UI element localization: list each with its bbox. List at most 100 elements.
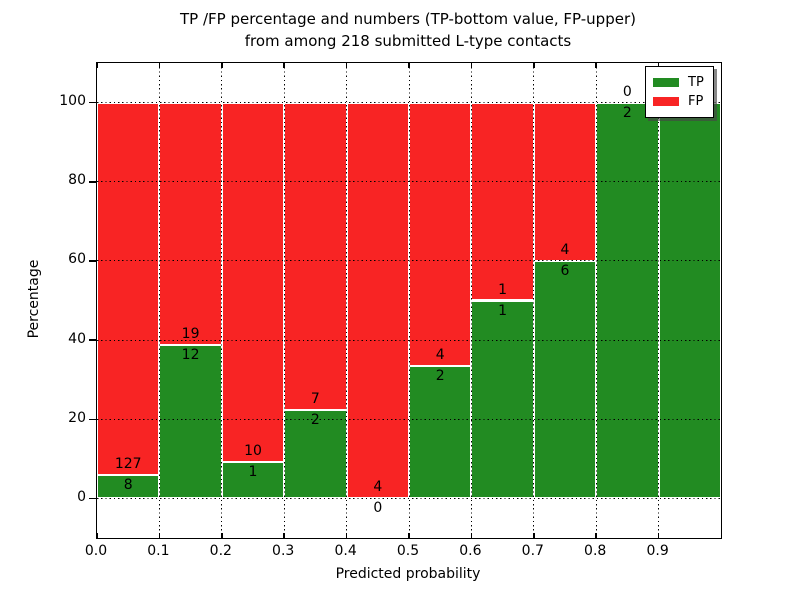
x-tick-mark [283, 63, 285, 68]
x-tick-mark [595, 533, 597, 538]
vertical-gridline [533, 63, 535, 538]
bar-count-label-fp: 4 [435, 347, 445, 364]
x-tick-mark [345, 533, 348, 538]
vertical-gridline [221, 63, 223, 538]
x-tick-mark [221, 533, 223, 538]
x-tick-mark [345, 63, 348, 68]
x-tick-mark [470, 63, 473, 68]
bar-segment-fp [284, 102, 347, 411]
bar-segment-fp [159, 102, 222, 346]
fp-swatch-icon [653, 97, 679, 106]
x-tick-label: 0.8 [584, 543, 607, 559]
x-tick-mark [657, 63, 660, 68]
bar-segment-fp [221, 102, 285, 463]
bar-segment-tp [658, 102, 721, 499]
horizontal-gridline [97, 339, 721, 341]
bar-count-label-tp: 2 [435, 368, 445, 385]
x-tick-label: 0.5 [396, 543, 420, 559]
y-tick-mark [89, 339, 96, 341]
horizontal-gridline [97, 497, 721, 499]
bar-segment-fp [97, 102, 160, 475]
y-tick-mark [89, 418, 96, 420]
bar-segment-tp [284, 410, 347, 499]
chart-title: TP /FP percentage and numbers (TP-bottom… [96, 8, 720, 52]
x-tick-label: 0.6 [459, 543, 482, 559]
x-tick-label: 0.9 [646, 543, 669, 559]
bar-count-label-fp: 7 [310, 391, 320, 408]
y-tick-mark [89, 260, 96, 262]
bar-count-label-tp: 8 [123, 476, 133, 493]
legend-label-fp: FP [688, 94, 704, 109]
bar-segment-tp [596, 102, 659, 499]
bar-count-label-tp: 2 [310, 412, 320, 429]
y-tick-label: 0 [77, 488, 86, 505]
bar-segment-tp [471, 300, 534, 499]
y-tick-label: 80 [68, 172, 86, 189]
bar-count-label-tp: 2 [622, 104, 632, 121]
y-tick-mark [89, 101, 96, 104]
bar-count-label-tp: 1 [498, 302, 508, 319]
plot-area: 1278191210172404211460208 [89, 62, 722, 539]
x-tick-mark [158, 533, 161, 538]
x-tick-mark [408, 63, 410, 68]
legend-item-fp: FP [653, 93, 704, 110]
x-tick-mark [533, 63, 535, 68]
horizontal-gridline [97, 260, 721, 262]
bar-segment-tp [97, 474, 160, 499]
x-tick-mark [221, 63, 223, 68]
horizontal-gridline [97, 418, 721, 420]
vertical-gridline [408, 63, 410, 538]
bar-segment-tp [533, 260, 597, 499]
bar-segment-fp [346, 102, 409, 499]
x-tick-label: 0.4 [334, 543, 357, 559]
bar-count-label-fp: 127 [114, 455, 142, 472]
bar-count-label-tp: 1 [248, 464, 258, 481]
x-tick-mark [283, 533, 285, 538]
x-tick-mark [595, 63, 597, 68]
y-tick-label: 40 [68, 330, 86, 347]
x-tick-mark [408, 533, 410, 538]
chart-title-line1: TP /FP percentage and numbers (TP-bottom… [180, 10, 636, 28]
x-tick-label: 0.1 [147, 543, 170, 559]
x-axis-label: Predicted probability [335, 566, 481, 582]
vertical-gridline [158, 63, 160, 538]
legend-label-tp: TP [688, 75, 704, 90]
y-tick-mark [89, 181, 96, 183]
chart-title-line2: from among 218 submitted L-type contacts [244, 32, 572, 50]
x-tick-label: 0.2 [209, 543, 232, 559]
bar-segment-fp [409, 102, 472, 367]
x-tick-mark [158, 63, 161, 68]
horizontal-gridline [97, 181, 721, 183]
bar-count-label-fp: 19 [181, 326, 200, 343]
x-tick-mark [96, 63, 98, 68]
x-tick-mark [96, 533, 98, 538]
x-tick-mark [657, 533, 660, 538]
bar-count-label-fp: 1 [498, 281, 508, 298]
tp-swatch-icon [653, 78, 679, 87]
legend-item-tp: TP [653, 74, 704, 91]
x-tick-label: 0.7 [521, 543, 544, 559]
bar-segment-tp [159, 345, 222, 499]
bar-count-label-tp: 12 [181, 347, 200, 364]
x-tick-mark [533, 533, 535, 538]
bar-segment-tp [409, 366, 472, 499]
vertical-gridline [283, 63, 285, 538]
y-axis-label: Percentage [26, 259, 42, 339]
bar-count-label-tp: 0 [373, 500, 383, 517]
bar-count-label-fp: 4 [560, 241, 570, 258]
y-tick-mark [89, 497, 96, 500]
vertical-gridline [658, 63, 660, 538]
vertical-gridline [595, 63, 597, 538]
vertical-gridline [346, 63, 348, 538]
bar-segment-fp [471, 102, 534, 301]
vertical-gridline [470, 63, 472, 538]
y-tick-label: 60 [68, 251, 86, 268]
x-tick-mark [470, 533, 473, 538]
y-tick-label: 20 [68, 409, 86, 426]
legend: TP FP [645, 66, 714, 118]
bar-count-label-tp: 6 [560, 262, 570, 279]
y-tick-label: 100 [59, 93, 86, 110]
horizontal-gridline [97, 102, 721, 104]
bar-count-label-fp: 0 [622, 83, 632, 100]
